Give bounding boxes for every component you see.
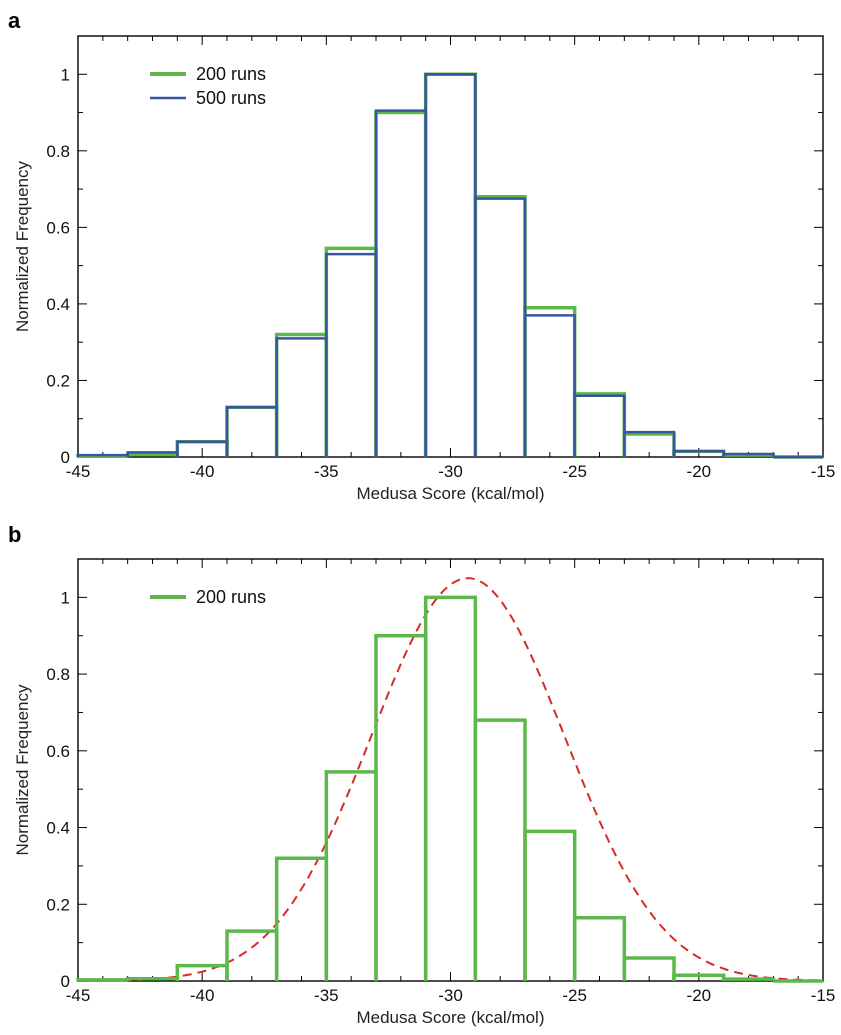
x-tick-label: -40: [190, 462, 215, 481]
y-tick-label: 0.4: [46, 295, 70, 314]
histogram-bar: [623, 430, 676, 457]
histogram-bar: [225, 929, 279, 981]
histogram-bar: [523, 305, 577, 457]
y-tick-label: 0.8: [46, 142, 70, 161]
y-tick-label: 0.4: [46, 819, 70, 838]
histogram-bar: [523, 829, 577, 981]
x-tick-label: -30: [438, 462, 463, 481]
gaussian-fit-curve: [78, 577, 823, 982]
chart-b: -45 -40 -35 -30 -25 -20 -15 0 0.2 0.4 0.6 0.8 1 Medus…: [13, 558, 836, 1027]
x-tick-label: -45: [66, 462, 91, 481]
panel-label-b: b: [8, 522, 22, 547]
y-tick-label: 0: [61, 448, 70, 467]
histogram-bar: [275, 337, 328, 457]
histogram-bar: [473, 718, 527, 981]
histogram-panel-a: a -45 -40 -35 -30 -25 -20 -15 0 0.2 0.4 0.6 0.8 1 Med…: [8, 8, 836, 503]
histogram-bar: [423, 72, 478, 457]
legend-label: 200 runs: [196, 64, 266, 84]
y-axis-title: Normalized Frequency: [13, 160, 32, 332]
histogram-bar: [722, 452, 775, 457]
histogram-bar: [572, 392, 627, 457]
histogram-bar: [473, 194, 527, 457]
x-tick-label: -40: [190, 986, 215, 1005]
histogram-bar: [274, 332, 329, 457]
histogram-bar: [424, 73, 477, 457]
histogram-bar: [622, 956, 676, 981]
x-tick-label: -15: [811, 986, 836, 1005]
histogram-bar: [423, 595, 478, 981]
y-tick-label: 0: [61, 972, 70, 991]
y-tick-label: 1: [61, 65, 70, 84]
histogram-bar: [474, 197, 527, 457]
legend-label: 200 runs: [196, 587, 266, 607]
x-tick-label: -45: [66, 986, 91, 1005]
x-tick-label: -25: [562, 462, 587, 481]
x-axis-title: Medusa Score (kcal/mol): [356, 484, 544, 503]
histogram-bar: [324, 246, 378, 457]
histogram-bar: [374, 110, 428, 457]
histogram-bar: [324, 770, 378, 981]
histogram-bar: [573, 394, 626, 457]
x-tick-label: -35: [314, 462, 339, 481]
x-tick-label: -30: [438, 986, 463, 1005]
y-tick-label: 1: [61, 588, 70, 607]
histogram-panel-b: b -45 -40 -35 -30 -25 -20 -15 0 0.2 0.4 0.6 0.8 1 Med…: [0, 520, 841, 1035]
y-tick-label: 0.2: [46, 895, 70, 914]
y-tick-label: 0.6: [46, 742, 70, 761]
histogram-bar: [225, 405, 279, 457]
series-1-bars: [76, 73, 823, 459]
y-tick-label: 0.2: [46, 371, 70, 390]
x-tick-label: -20: [687, 462, 712, 481]
histogram-bar: [374, 109, 427, 457]
x-tick-label: -25: [562, 986, 587, 1005]
legend-label: 500 runs: [196, 88, 266, 108]
y-tick-label: 0.6: [46, 218, 70, 237]
histogram-bar: [721, 977, 776, 981]
chart-a: -45 -40 -35 -30 -25 -20 -15 0 0.2 0.4 0.6 0.8 1 Medus…: [13, 35, 836, 503]
histogram-bar: [572, 915, 627, 981]
x-axis-title: Medusa Score (kcal/mol): [356, 1008, 544, 1027]
histogram-bar: [721, 453, 776, 457]
histogram-bar: [76, 978, 130, 982]
histogram-bar: [374, 633, 428, 981]
plot-frame: [77, 35, 824, 458]
x-tick-label: -20: [687, 986, 712, 1005]
series-0-bars: [76, 595, 823, 983]
y-axis-title: Normalized Frequency: [13, 684, 32, 856]
plot-frame: [77, 558, 824, 982]
histogram-bar: [325, 252, 378, 457]
series-0-bars: [76, 72, 823, 459]
histogram-bar: [225, 405, 278, 457]
x-tick-label: -35: [314, 986, 339, 1005]
panel-label-a: a: [8, 8, 21, 33]
y-tick-label: 0.8: [46, 665, 70, 684]
x-tick-label: -15: [811, 462, 836, 481]
histogram-bar: [523, 314, 576, 457]
histogram-bar: [274, 856, 329, 981]
